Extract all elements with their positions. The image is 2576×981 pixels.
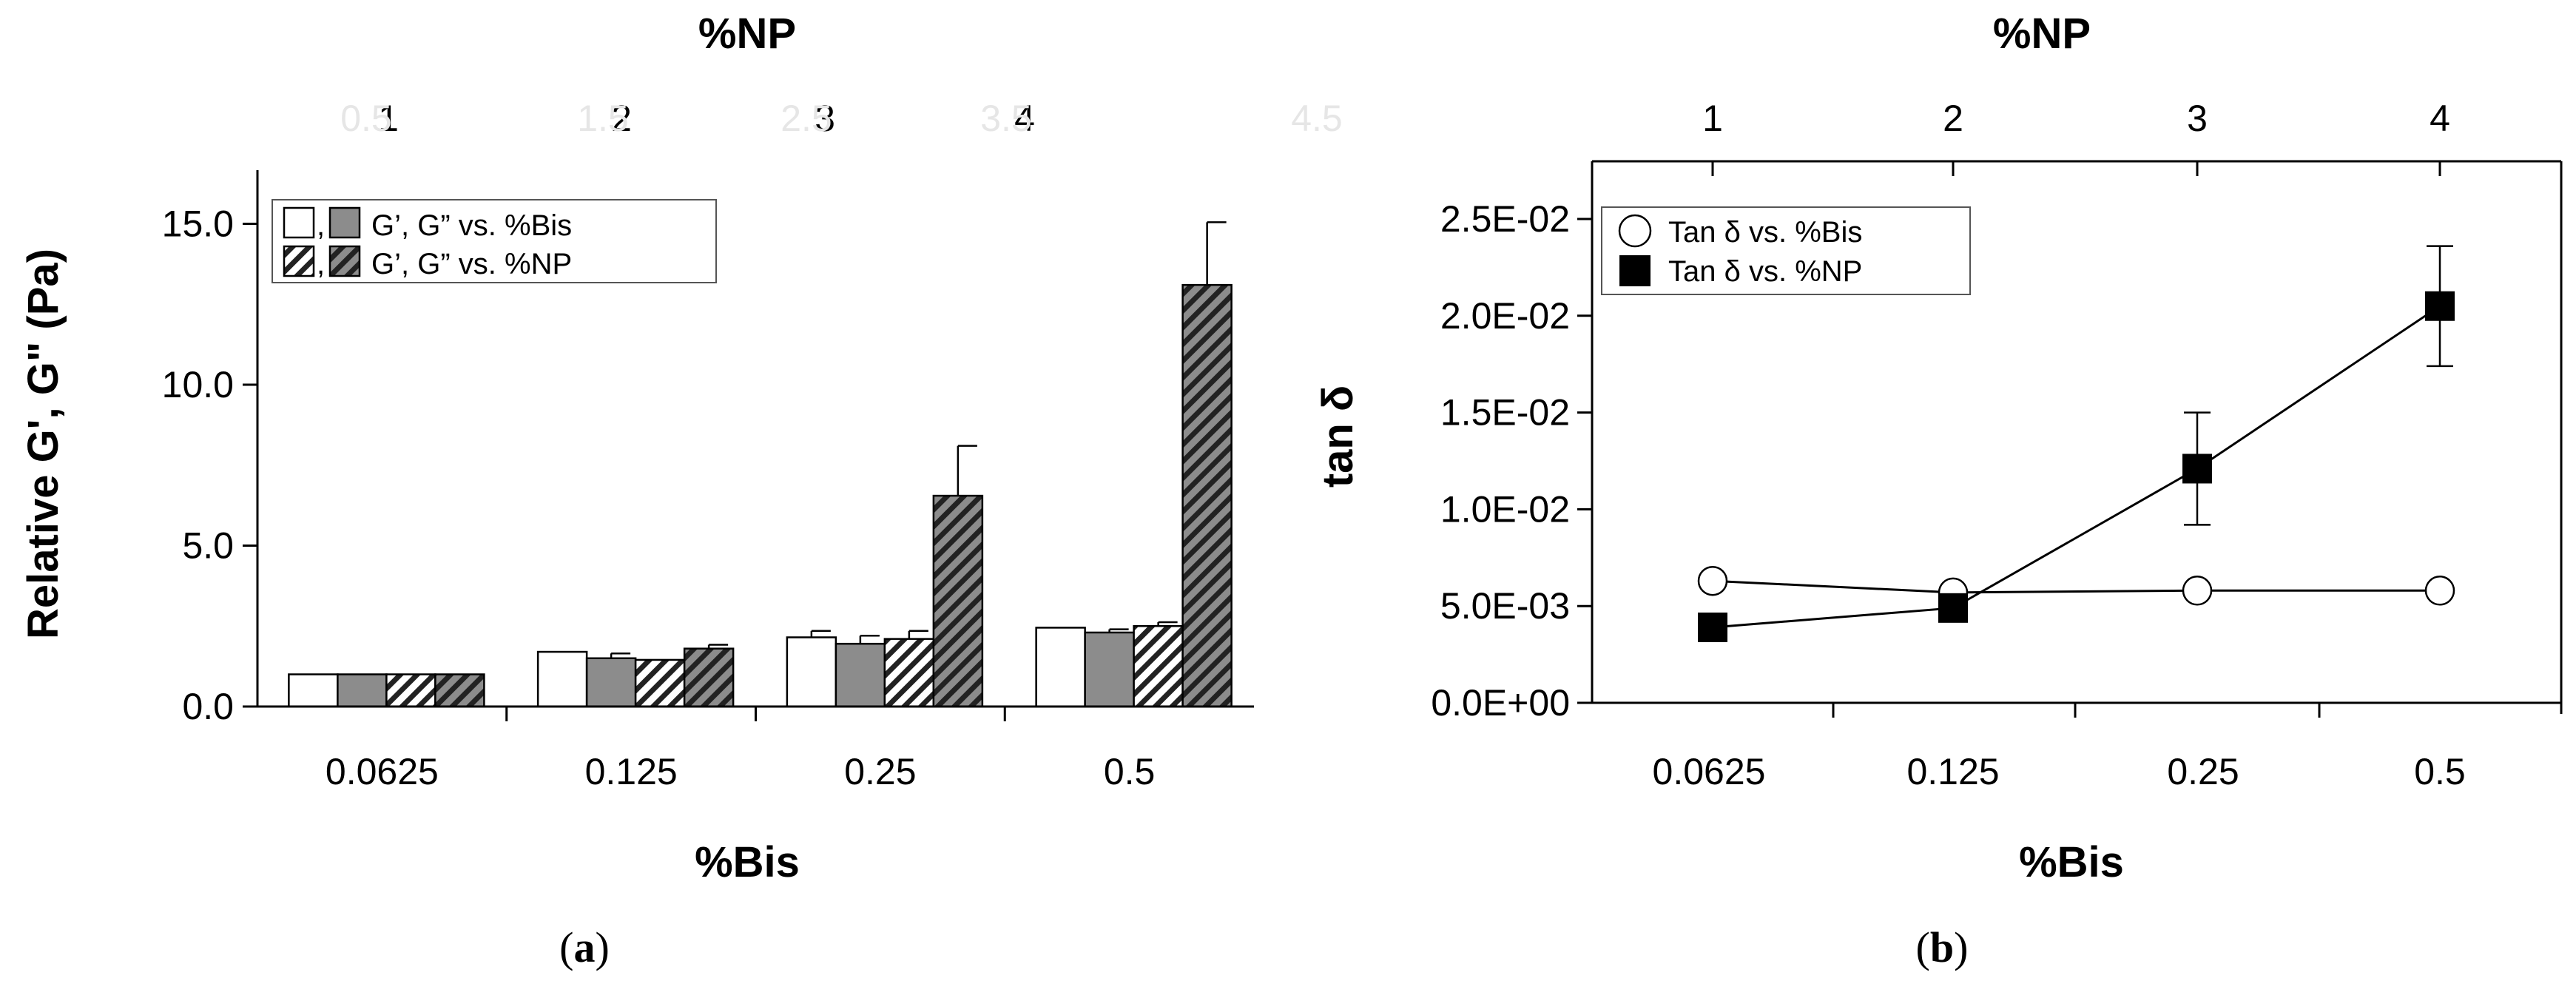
top-faint-tick-label: 4.5 — [1291, 98, 1343, 139]
top-tick-label: 4 — [1014, 98, 1035, 139]
bar — [337, 673, 388, 708]
data-point-square — [1698, 612, 1727, 642]
bar — [883, 638, 935, 708]
panel-b-label: (b) — [1916, 923, 1969, 971]
top-tick-label: 1 — [1702, 98, 1723, 139]
legend-marker-circle — [1618, 214, 1652, 248]
x-tick-label: 0.0625 — [1653, 751, 1766, 792]
legend-swatch-hatch-white — [283, 245, 315, 277]
panel-b-y-axis-title: tan δ — [1314, 385, 1362, 488]
top-tick-label: 4 — [2430, 98, 2450, 139]
data-point-circle — [2424, 576, 2455, 606]
legend-swatch-gray — [328, 206, 361, 239]
panel-a-legend: , G’, G” vs. %Bis , G’, G” vs. %NP — [272, 199, 717, 283]
bar — [434, 673, 485, 708]
bar — [1181, 283, 1233, 708]
legend-entry-np: G’, G” vs. %NP — [371, 248, 572, 280]
bar — [1035, 627, 1086, 708]
panel-a-label: (a) — [559, 923, 610, 971]
y-tick-label: 2.0E-02 — [1440, 295, 1570, 337]
legend-sep: , — [317, 209, 325, 242]
top-faint-tick-label: 3.5 — [980, 98, 1032, 139]
data-point-square — [2425, 291, 2455, 321]
y-tick-label: 15.0 — [162, 203, 234, 245]
bar — [385, 673, 436, 708]
y-tick-label: 10.0 — [162, 364, 234, 405]
x-tick-label: 0.25 — [2167, 751, 2239, 792]
legend-swatch-hatch-gray — [328, 245, 361, 277]
top-tick-label: 2 — [611, 98, 632, 139]
top-tick-label: 3 — [815, 98, 835, 139]
x-tick-label: 0.25 — [844, 751, 916, 792]
bar — [634, 658, 686, 708]
top-tick-label: 3 — [2187, 98, 2208, 139]
y-tick-label: 0.0 — [182, 686, 234, 727]
panel-a: %NP 1 2 3 4 0.5 1.5 2.5 3.5 4.5 0.0 5.0 10.0 15.0 0… — [19, 10, 1343, 971]
legend-box — [1601, 206, 1971, 295]
data-point-circle — [2182, 576, 2213, 606]
top-faint-tick-label: 1.5 — [577, 98, 629, 139]
panel-a-y-axis-title: Relative G', G" (Pa) — [19, 249, 67, 639]
panel-b-legend: Tan δ vs. %Bis Tan δ vs. %NP — [1601, 206, 1971, 295]
panel-a-x-axis-title: %Bis — [695, 838, 800, 886]
bar — [536, 650, 588, 708]
data-point-circle — [1697, 565, 1728, 596]
panel-a-bars — [288, 221, 1233, 708]
y-tick-label: 5.0E-03 — [1440, 585, 1570, 627]
top-tick-label: 2 — [1943, 98, 1963, 139]
legend-entry-bis: G’, G” vs. %Bis — [371, 209, 572, 242]
x-tick-label: 0.125 — [1906, 751, 1999, 792]
top-tick-label: 1 — [378, 98, 399, 139]
legend-entry-tan-np: Tan δ vs. %NP — [1668, 255, 1862, 288]
bar — [786, 636, 837, 708]
top-faint-tick-label: 0.5 — [340, 98, 392, 139]
series-line — [1712, 579, 2440, 594]
legend-sep: , — [317, 248, 325, 280]
bar — [585, 657, 637, 708]
panel-a-y-ticks: 0.0 5.0 10.0 15.0 — [162, 203, 257, 727]
data-point-square — [2182, 454, 2212, 484]
top-faint-tick-label: 2.5 — [780, 98, 832, 139]
y-tick-label: 5.0 — [182, 525, 234, 567]
panel-a-x-ticks: 0.0625 0.125 0.25 0.5 — [326, 707, 1155, 792]
bar — [288, 673, 339, 708]
panel-a-top-ticks: 1 2 3 4 0.5 1.5 2.5 3.5 4.5 — [340, 98, 1343, 139]
bar — [683, 647, 735, 708]
panel-b: %NP 1 2 3 4 0.0E+00 5.0E-03 1.0E-02 1.5E-02 2.0… — [1314, 10, 2563, 971]
panel-b-series — [1697, 245, 2455, 642]
y-tick-label: 1.0E-02 — [1440, 488, 1570, 530]
series-line — [1712, 305, 2441, 629]
x-tick-label: 0.125 — [585, 751, 678, 792]
x-tick-label: 0.5 — [1104, 751, 1156, 792]
panel-b-top-axis-title: %NP — [1993, 10, 2091, 58]
legend-swatch-white — [283, 206, 315, 239]
bar — [1133, 625, 1184, 708]
y-tick-label: 1.5E-02 — [1440, 392, 1570, 434]
panel-b-x-ticks: 0.0625 0.125 0.25 0.5 — [1653, 703, 2466, 792]
panel-b-y-ticks: 0.0E+00 5.0E-03 1.0E-02 1.5E-02 2.0E-02 2.5E-… — [1431, 198, 1592, 724]
y-tick-label: 2.5E-02 — [1440, 198, 1570, 240]
legend-entry-tan-bis: Tan δ vs. %Bis — [1668, 216, 1862, 249]
x-tick-label: 0.0625 — [326, 751, 439, 792]
data-point-square — [1938, 593, 1968, 623]
panel-a-top-axis-title: %NP — [698, 10, 796, 58]
panel-b-top-ticks: 1 2 3 4 — [1702, 98, 2450, 176]
bar — [932, 494, 984, 708]
legend-marker-square — [1619, 255, 1651, 286]
panel-b-x-axis-title: %Bis — [2019, 838, 2124, 886]
bar — [1084, 631, 1135, 708]
x-tick-label: 0.5 — [2414, 751, 2466, 792]
y-tick-label: 0.0E+00 — [1431, 682, 1570, 724]
bar — [834, 642, 886, 708]
